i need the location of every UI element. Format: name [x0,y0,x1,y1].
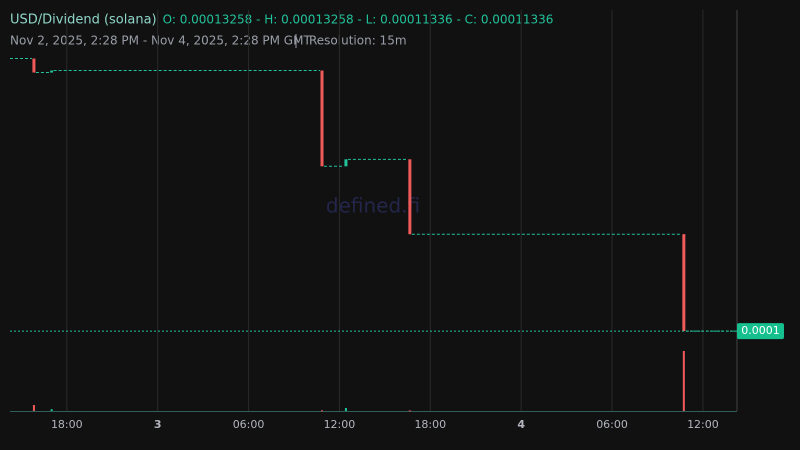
candle-body [320,70,324,167]
candle-body [408,159,412,235]
candle-body [682,234,686,332]
candle-body [344,159,348,167]
x-tick-label: 12:00 [324,418,356,431]
x-tick-label: 3 [154,418,162,431]
x-tick-label: 06:00 [233,418,265,431]
chart-title: USD/Dividend (solana) [10,13,157,28]
watermark: defined.fi [326,194,420,218]
volume-bar [408,410,411,412]
x-tick-label: 12:00 [687,418,719,431]
last-price-badge [737,323,784,340]
x-tick-label: 18:00 [414,418,446,431]
volume-bar [321,410,324,412]
ohlc-legend: O: 0.00013258 - H: 0.00013258 - L: 0.000… [163,13,554,27]
x-tick-label: 18:00 [51,418,83,431]
subtitle: Nov 2, 2025, 2:28 PM - Nov 4, 2025, 2:28… [10,34,311,48]
last-price-label: 0.0001 [741,324,780,337]
volume-bar [50,409,53,411]
resolution: Resolution: 15m [309,34,407,48]
candle-body [32,58,36,73]
volume-bar [682,351,685,411]
volume-bar [344,408,347,411]
volume-bar [32,405,35,411]
x-tick-label: 4 [517,418,525,431]
candle-body [50,70,54,73]
x-tick-label: 06:00 [596,418,628,431]
